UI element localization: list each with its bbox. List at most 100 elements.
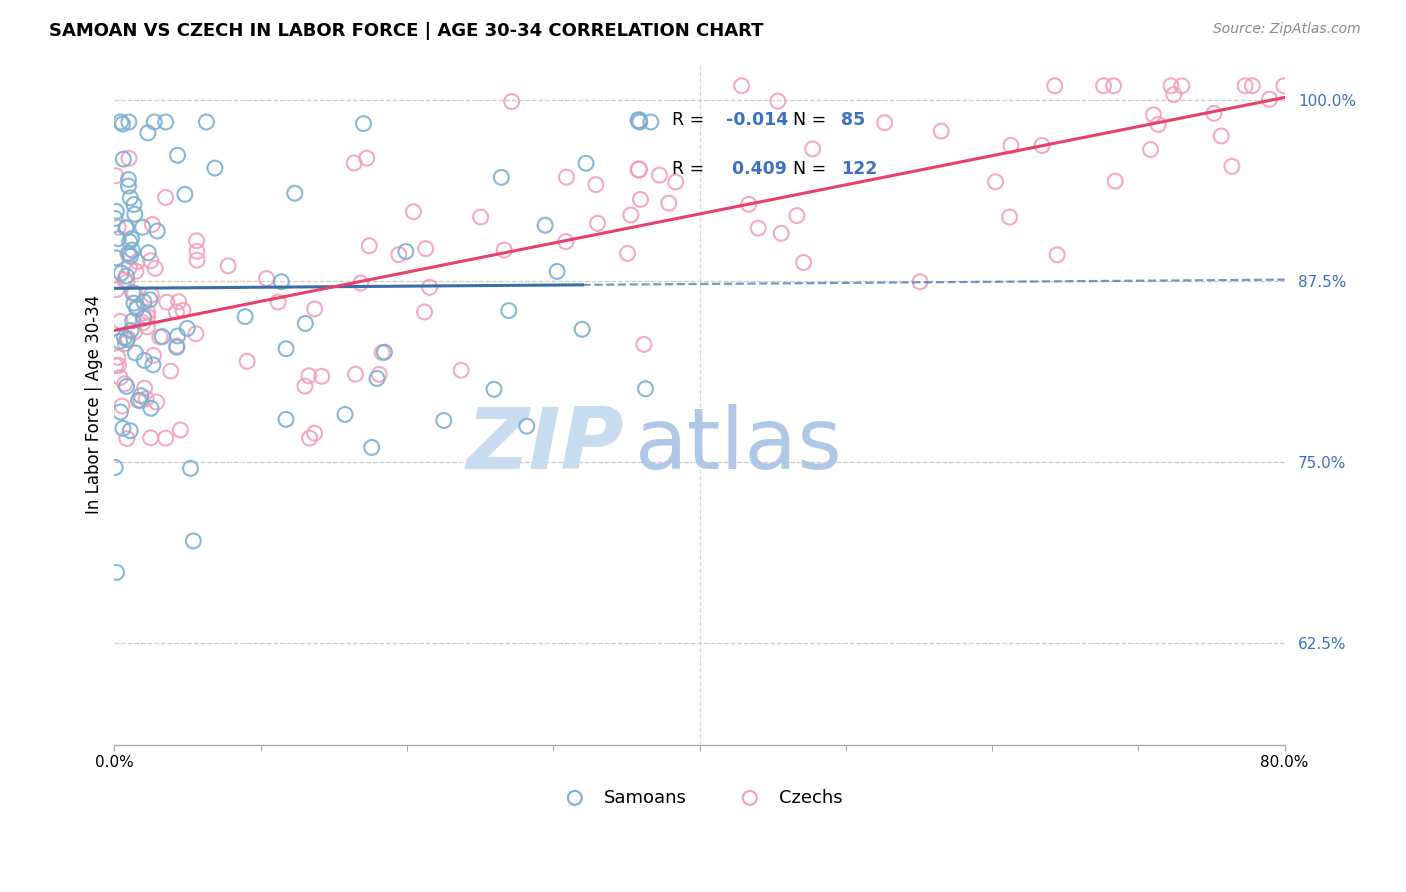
Point — [108, 370, 131, 384]
Text: -0.014: -0.014 — [727, 112, 789, 129]
Point — [124, 325, 146, 339]
Text: N =: N = — [793, 112, 832, 129]
Point — [114, 376, 136, 391]
Point — [122, 197, 145, 211]
Point — [108, 334, 131, 349]
Point — [142, 358, 165, 372]
Point — [173, 187, 195, 202]
Point — [150, 329, 173, 343]
Point — [159, 364, 181, 378]
Point — [388, 247, 411, 261]
Point — [298, 431, 321, 445]
Y-axis label: In Labor Force | Age 30-34: In Labor Force | Age 30-34 — [86, 294, 103, 514]
Point — [546, 264, 568, 278]
Point — [298, 368, 321, 383]
Point — [125, 264, 148, 278]
Point — [115, 333, 138, 347]
Point — [117, 179, 139, 194]
Point — [186, 253, 208, 268]
Point — [1000, 138, 1022, 153]
Point — [470, 210, 492, 224]
Point — [648, 168, 671, 182]
Point — [233, 310, 256, 324]
Point — [104, 359, 127, 373]
Point — [186, 234, 208, 248]
Point — [115, 220, 138, 235]
Point — [368, 368, 391, 382]
Point — [129, 393, 152, 408]
Point — [142, 348, 165, 362]
Point — [1092, 78, 1115, 93]
Point — [115, 275, 138, 289]
Point — [143, 115, 166, 129]
Point — [516, 419, 538, 434]
Point — [1258, 92, 1281, 106]
Text: atlas: atlas — [636, 404, 844, 487]
Point — [419, 280, 441, 294]
Point — [121, 243, 143, 257]
Point — [139, 401, 162, 416]
Point — [766, 94, 789, 108]
Point — [124, 207, 146, 221]
Point — [155, 115, 177, 129]
Point — [1102, 78, 1125, 93]
Point — [344, 368, 367, 382]
Point — [134, 310, 156, 324]
Point — [146, 224, 169, 238]
Point — [136, 305, 159, 319]
Point — [1139, 143, 1161, 157]
Point — [166, 340, 188, 354]
Point — [110, 266, 132, 280]
Text: N =: N = — [793, 161, 832, 178]
Point — [127, 254, 149, 268]
Point — [494, 243, 516, 257]
Point — [139, 293, 162, 307]
Point — [115, 220, 138, 235]
Point — [125, 301, 148, 316]
Point — [801, 142, 824, 156]
Point — [633, 337, 655, 351]
Point — [204, 161, 226, 175]
Point — [311, 369, 333, 384]
Text: 85: 85 — [841, 112, 866, 129]
Point — [1272, 78, 1295, 93]
Point — [134, 381, 156, 395]
Point — [501, 95, 523, 109]
Point — [124, 286, 146, 301]
Text: Source: ZipAtlas.com: Source: ZipAtlas.com — [1213, 22, 1361, 37]
Point — [256, 271, 278, 285]
Point — [482, 382, 505, 396]
Point — [136, 319, 159, 334]
Point — [491, 170, 513, 185]
Point — [433, 413, 456, 427]
Point — [132, 294, 155, 309]
Point — [998, 210, 1021, 224]
Point — [730, 78, 752, 93]
Point — [356, 151, 378, 165]
Point — [585, 178, 607, 192]
Point — [534, 218, 557, 232]
Point — [120, 249, 142, 263]
Point — [179, 461, 201, 475]
Point — [371, 345, 394, 359]
Point — [270, 275, 292, 289]
Point — [112, 152, 135, 166]
Point — [176, 321, 198, 335]
Point — [450, 363, 472, 377]
Point — [124, 346, 146, 360]
Point — [554, 235, 576, 249]
Point — [620, 208, 643, 222]
Text: R =: R = — [672, 112, 710, 129]
Legend: Samoans, Czechs: Samoans, Czechs — [550, 781, 849, 814]
Point — [121, 285, 143, 300]
Point — [630, 193, 652, 207]
Point — [304, 426, 326, 441]
Point — [217, 259, 239, 273]
Point — [1163, 87, 1185, 102]
Point — [1043, 78, 1066, 93]
Point — [166, 305, 188, 319]
Point — [304, 301, 326, 316]
Point — [627, 113, 650, 128]
Point — [350, 276, 373, 290]
Point — [1202, 106, 1225, 120]
